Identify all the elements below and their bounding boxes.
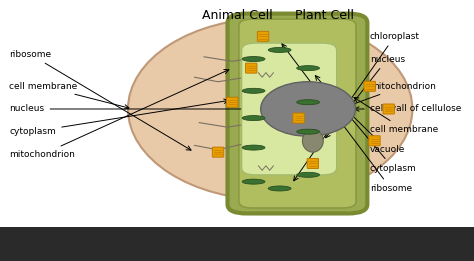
Text: cell membrane: cell membrane (9, 82, 129, 109)
Text: cytoplasm: cytoplasm (9, 99, 228, 136)
Ellipse shape (268, 186, 291, 191)
Ellipse shape (242, 145, 265, 150)
Text: Animal Cell: Animal Cell (201, 9, 273, 22)
FancyBboxPatch shape (246, 63, 257, 73)
Text: chloroplast: chloroplast (294, 32, 419, 181)
Text: mitochondrion: mitochondrion (318, 82, 436, 117)
Ellipse shape (242, 57, 265, 62)
Text: ribosome: ribosome (282, 44, 412, 193)
FancyBboxPatch shape (364, 81, 375, 91)
Ellipse shape (297, 129, 319, 134)
Ellipse shape (297, 100, 319, 105)
Text: ribosome: ribosome (9, 50, 191, 150)
Ellipse shape (302, 129, 323, 152)
Text: shutterstock®: shutterstock® (41, 237, 177, 255)
FancyBboxPatch shape (383, 104, 394, 114)
Ellipse shape (261, 82, 356, 136)
Ellipse shape (242, 116, 265, 121)
FancyBboxPatch shape (242, 43, 337, 175)
Text: cell membrane: cell membrane (354, 97, 438, 134)
FancyBboxPatch shape (239, 19, 356, 208)
FancyBboxPatch shape (228, 14, 367, 213)
Text: cytoplasm: cytoplasm (315, 76, 417, 173)
Ellipse shape (297, 66, 319, 71)
Ellipse shape (242, 179, 265, 184)
Ellipse shape (128, 18, 412, 200)
FancyBboxPatch shape (369, 136, 380, 146)
Ellipse shape (242, 88, 265, 93)
FancyBboxPatch shape (227, 97, 238, 107)
FancyBboxPatch shape (257, 31, 269, 41)
Text: Plant Cell: Plant Cell (295, 9, 354, 22)
FancyBboxPatch shape (307, 158, 319, 169)
Text: mitochondrion: mitochondrion (9, 69, 229, 159)
Text: vacuole: vacuole (325, 89, 405, 154)
Ellipse shape (297, 172, 319, 177)
FancyBboxPatch shape (293, 113, 304, 123)
FancyBboxPatch shape (212, 147, 224, 157)
Text: nucleus: nucleus (326, 55, 405, 138)
Text: nucleus: nucleus (9, 104, 257, 114)
Text: cell wall of cellulose: cell wall of cellulose (355, 104, 461, 114)
Ellipse shape (268, 48, 291, 52)
